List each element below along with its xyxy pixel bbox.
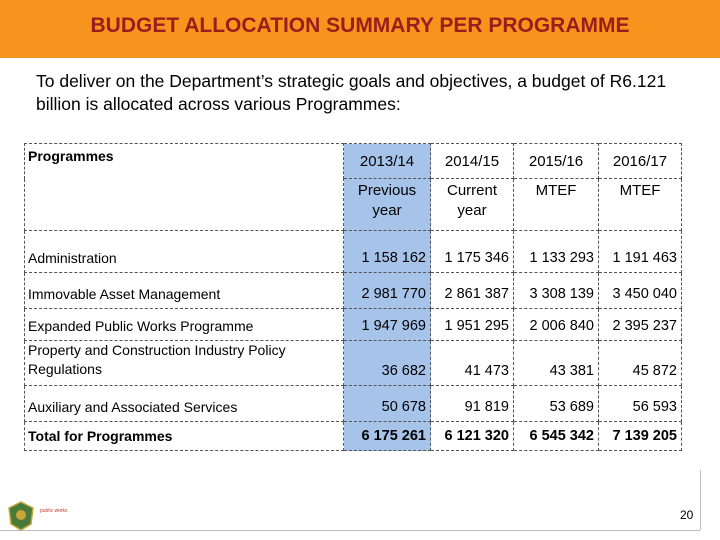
data-row: Expanded Public Works Programme 1 947 969… xyxy=(24,308,682,341)
cell-value: 36 682 xyxy=(343,340,431,386)
subheader: Previous year xyxy=(343,178,431,231)
data-row: Administration 1 158 162 1 175 346 1 133 29… xyxy=(24,230,682,273)
subheader: Current year xyxy=(430,178,514,231)
cell-value: 50 678 xyxy=(343,385,431,422)
row-label: Property and Construction Industry Polic… xyxy=(24,340,344,386)
cell-value: 3 450 040 xyxy=(598,272,682,309)
cell-value: 2 395 237 xyxy=(598,308,682,341)
year-header: 2016/17 xyxy=(598,143,682,179)
cell-value: 91 819 xyxy=(430,385,514,422)
intro-text: To deliver on the Department’s strategic… xyxy=(36,71,667,114)
cell-value: 1 158 162 xyxy=(343,230,431,273)
footer-line xyxy=(0,530,700,531)
cell-value: 3 308 139 xyxy=(513,272,599,309)
cell-value: 53 689 xyxy=(513,385,599,422)
row-label: Immovable Asset Management xyxy=(24,272,344,309)
cell-value: 6 545 342 xyxy=(513,421,599,451)
year-header: 2014/15 xyxy=(430,143,514,179)
cell-value: 1 191 463 xyxy=(598,230,682,273)
year-header: 2013/14 xyxy=(343,143,431,179)
subheader: MTEF xyxy=(513,178,599,231)
cell-value: 1 175 346 xyxy=(430,230,514,273)
logo-text: public works xyxy=(40,508,68,514)
data-row: Total for Programmes 6 175 261 6 121 320 6 … xyxy=(24,421,682,451)
cell-value: 41 473 xyxy=(430,340,514,386)
corner-cell: Programmes xyxy=(24,143,344,231)
data-row: Auxiliary and Associated Services 50 678 9… xyxy=(24,385,682,422)
cell-value: 1 951 295 xyxy=(430,308,514,341)
budget-table: Programmes 2013/14 2014/15 2015/16 2016/17 Pr… xyxy=(24,143,682,451)
cell-value: 1 947 969 xyxy=(343,308,431,341)
row-label: Total for Programmes xyxy=(24,421,344,451)
data-row: Immovable Asset Management 2 981 770 2 861… xyxy=(24,272,682,309)
row-label: Administration xyxy=(24,230,344,273)
subheader-row: Previous year Current year MTEF MTEF xyxy=(25,178,682,231)
footer-divider xyxy=(700,470,701,530)
cell-value: 56 593 xyxy=(598,385,682,422)
title: BUDGET ALLOCATION SUMMARY PER PROGRAMME xyxy=(90,14,630,37)
cell-value: 2 981 770 xyxy=(343,272,431,309)
header-row: Programmes 2013/14 2014/15 2015/16 2016/17 xyxy=(24,143,682,231)
data-row: Property and Construction Industry Polic… xyxy=(24,340,682,386)
row-label: Auxiliary and Associated Services xyxy=(24,385,344,422)
cell-value: 6 121 320 xyxy=(430,421,514,451)
row-label: Expanded Public Works Programme xyxy=(24,308,344,341)
logo xyxy=(8,501,34,531)
cell-value: 45 872 xyxy=(598,340,682,386)
cell-value: 2 006 840 xyxy=(513,308,599,341)
page-number: 20 xyxy=(680,508,694,522)
cell-value: 43 381 xyxy=(513,340,599,386)
cell-value: 6 175 261 xyxy=(343,421,431,451)
subheader: MTEF xyxy=(598,178,682,231)
header-bar xyxy=(0,0,720,58)
year-header: 2015/16 xyxy=(513,143,599,179)
cell-value: 1 133 293 xyxy=(513,230,599,273)
cell-value: 2 861 387 xyxy=(430,272,514,309)
cell-value: 7 139 205 xyxy=(598,421,682,451)
